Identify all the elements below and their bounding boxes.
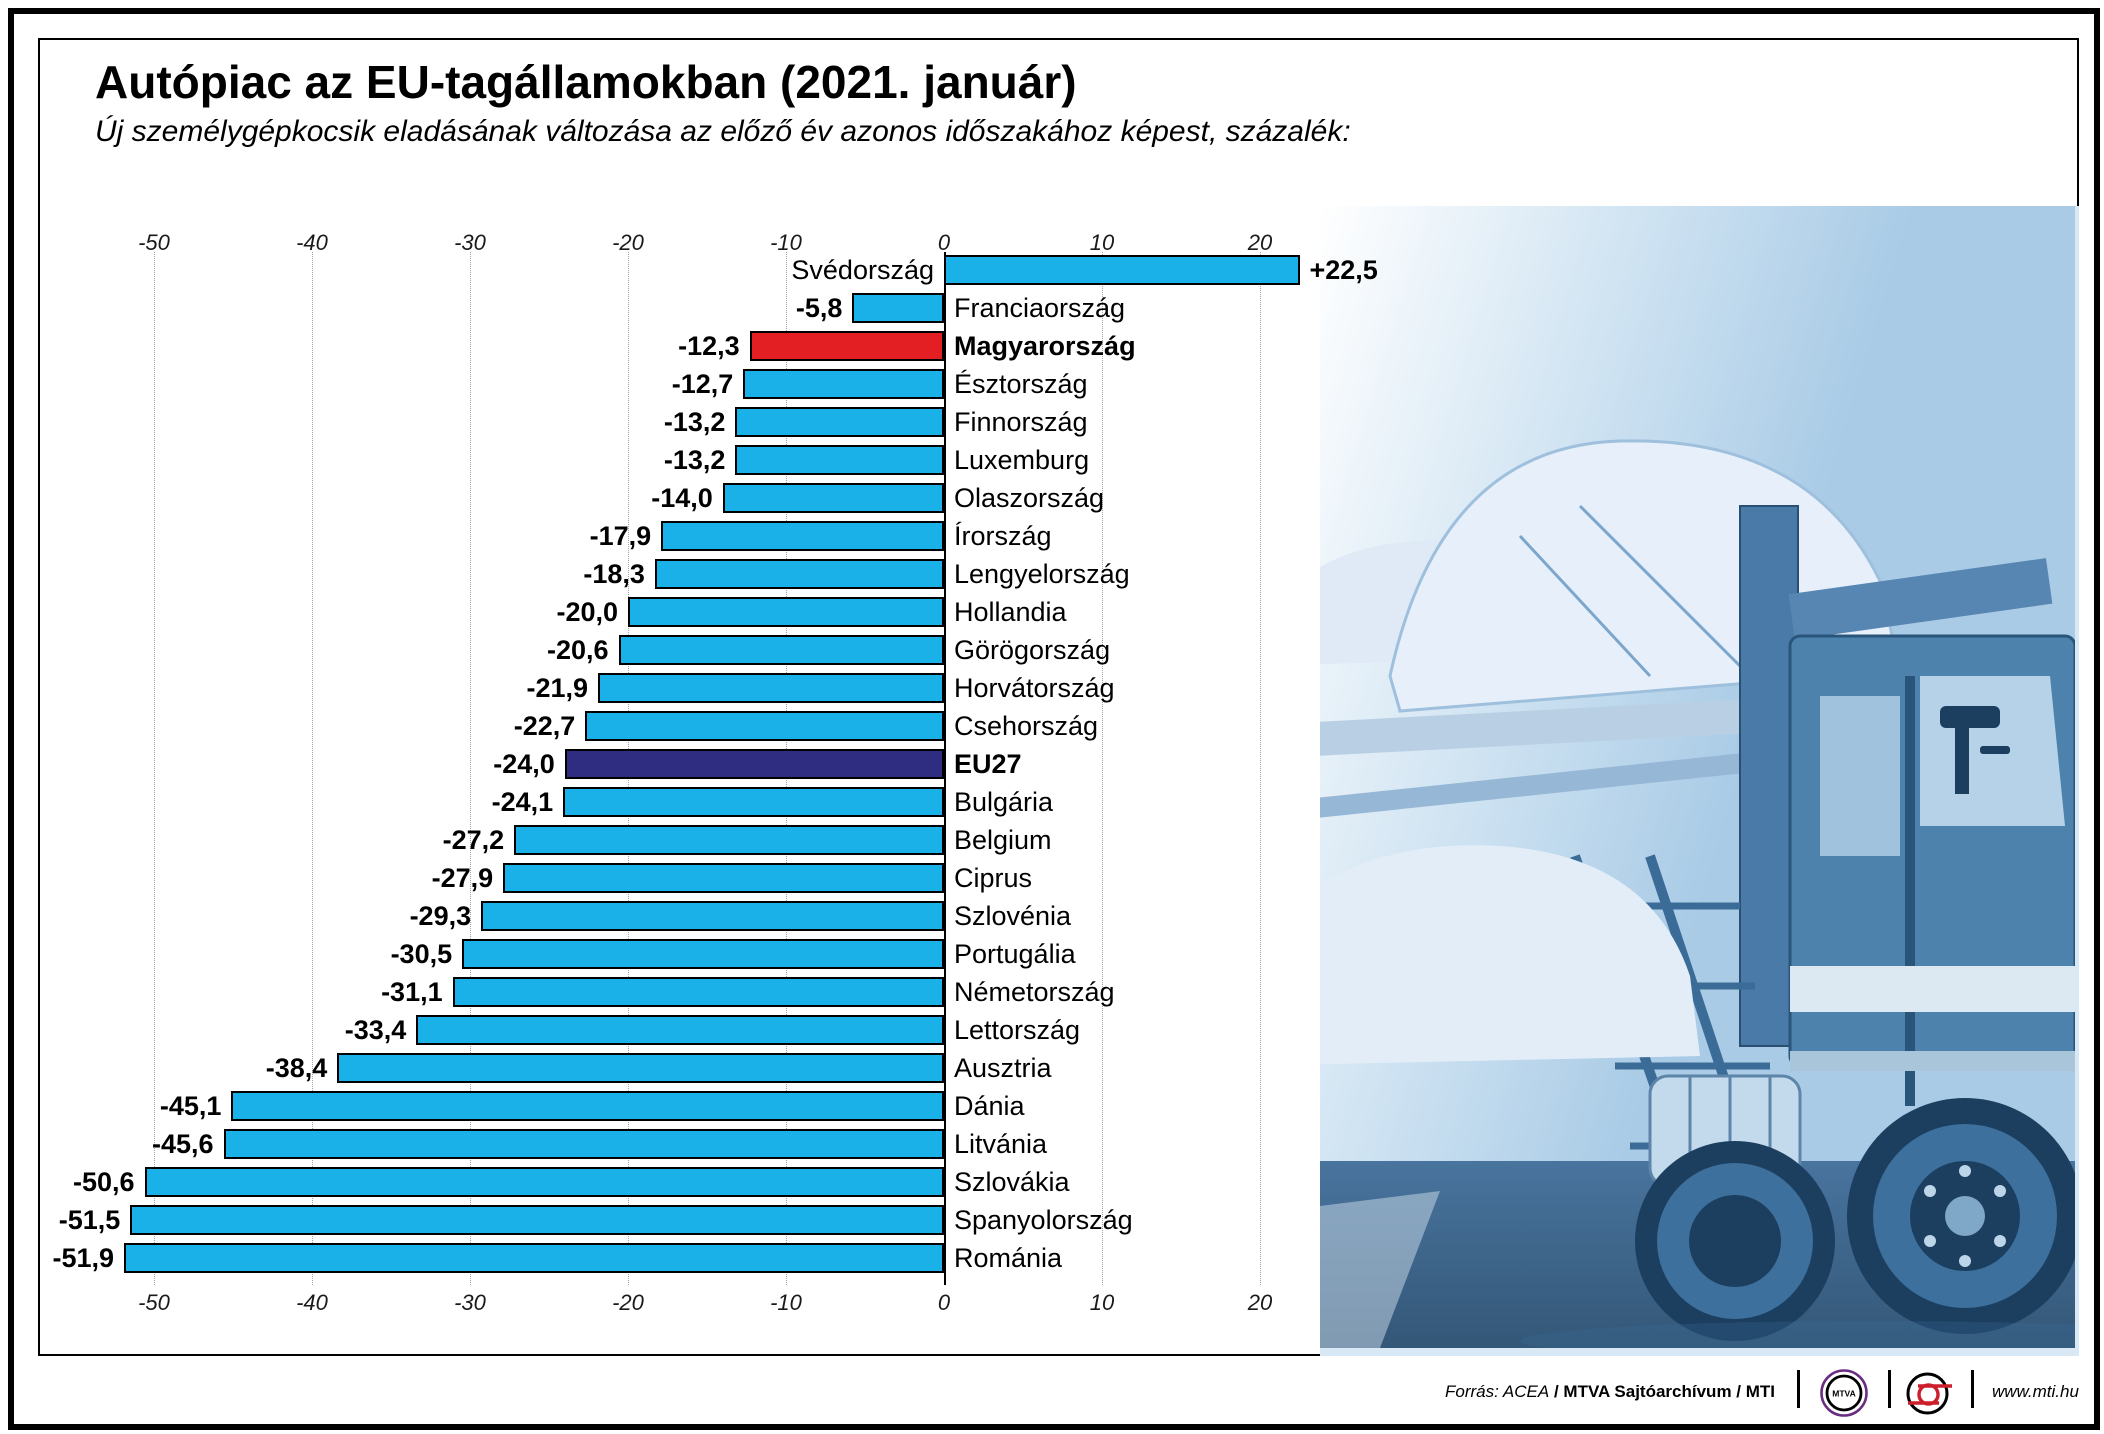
- svg-text:MTVA: MTVA: [1832, 1389, 1855, 1399]
